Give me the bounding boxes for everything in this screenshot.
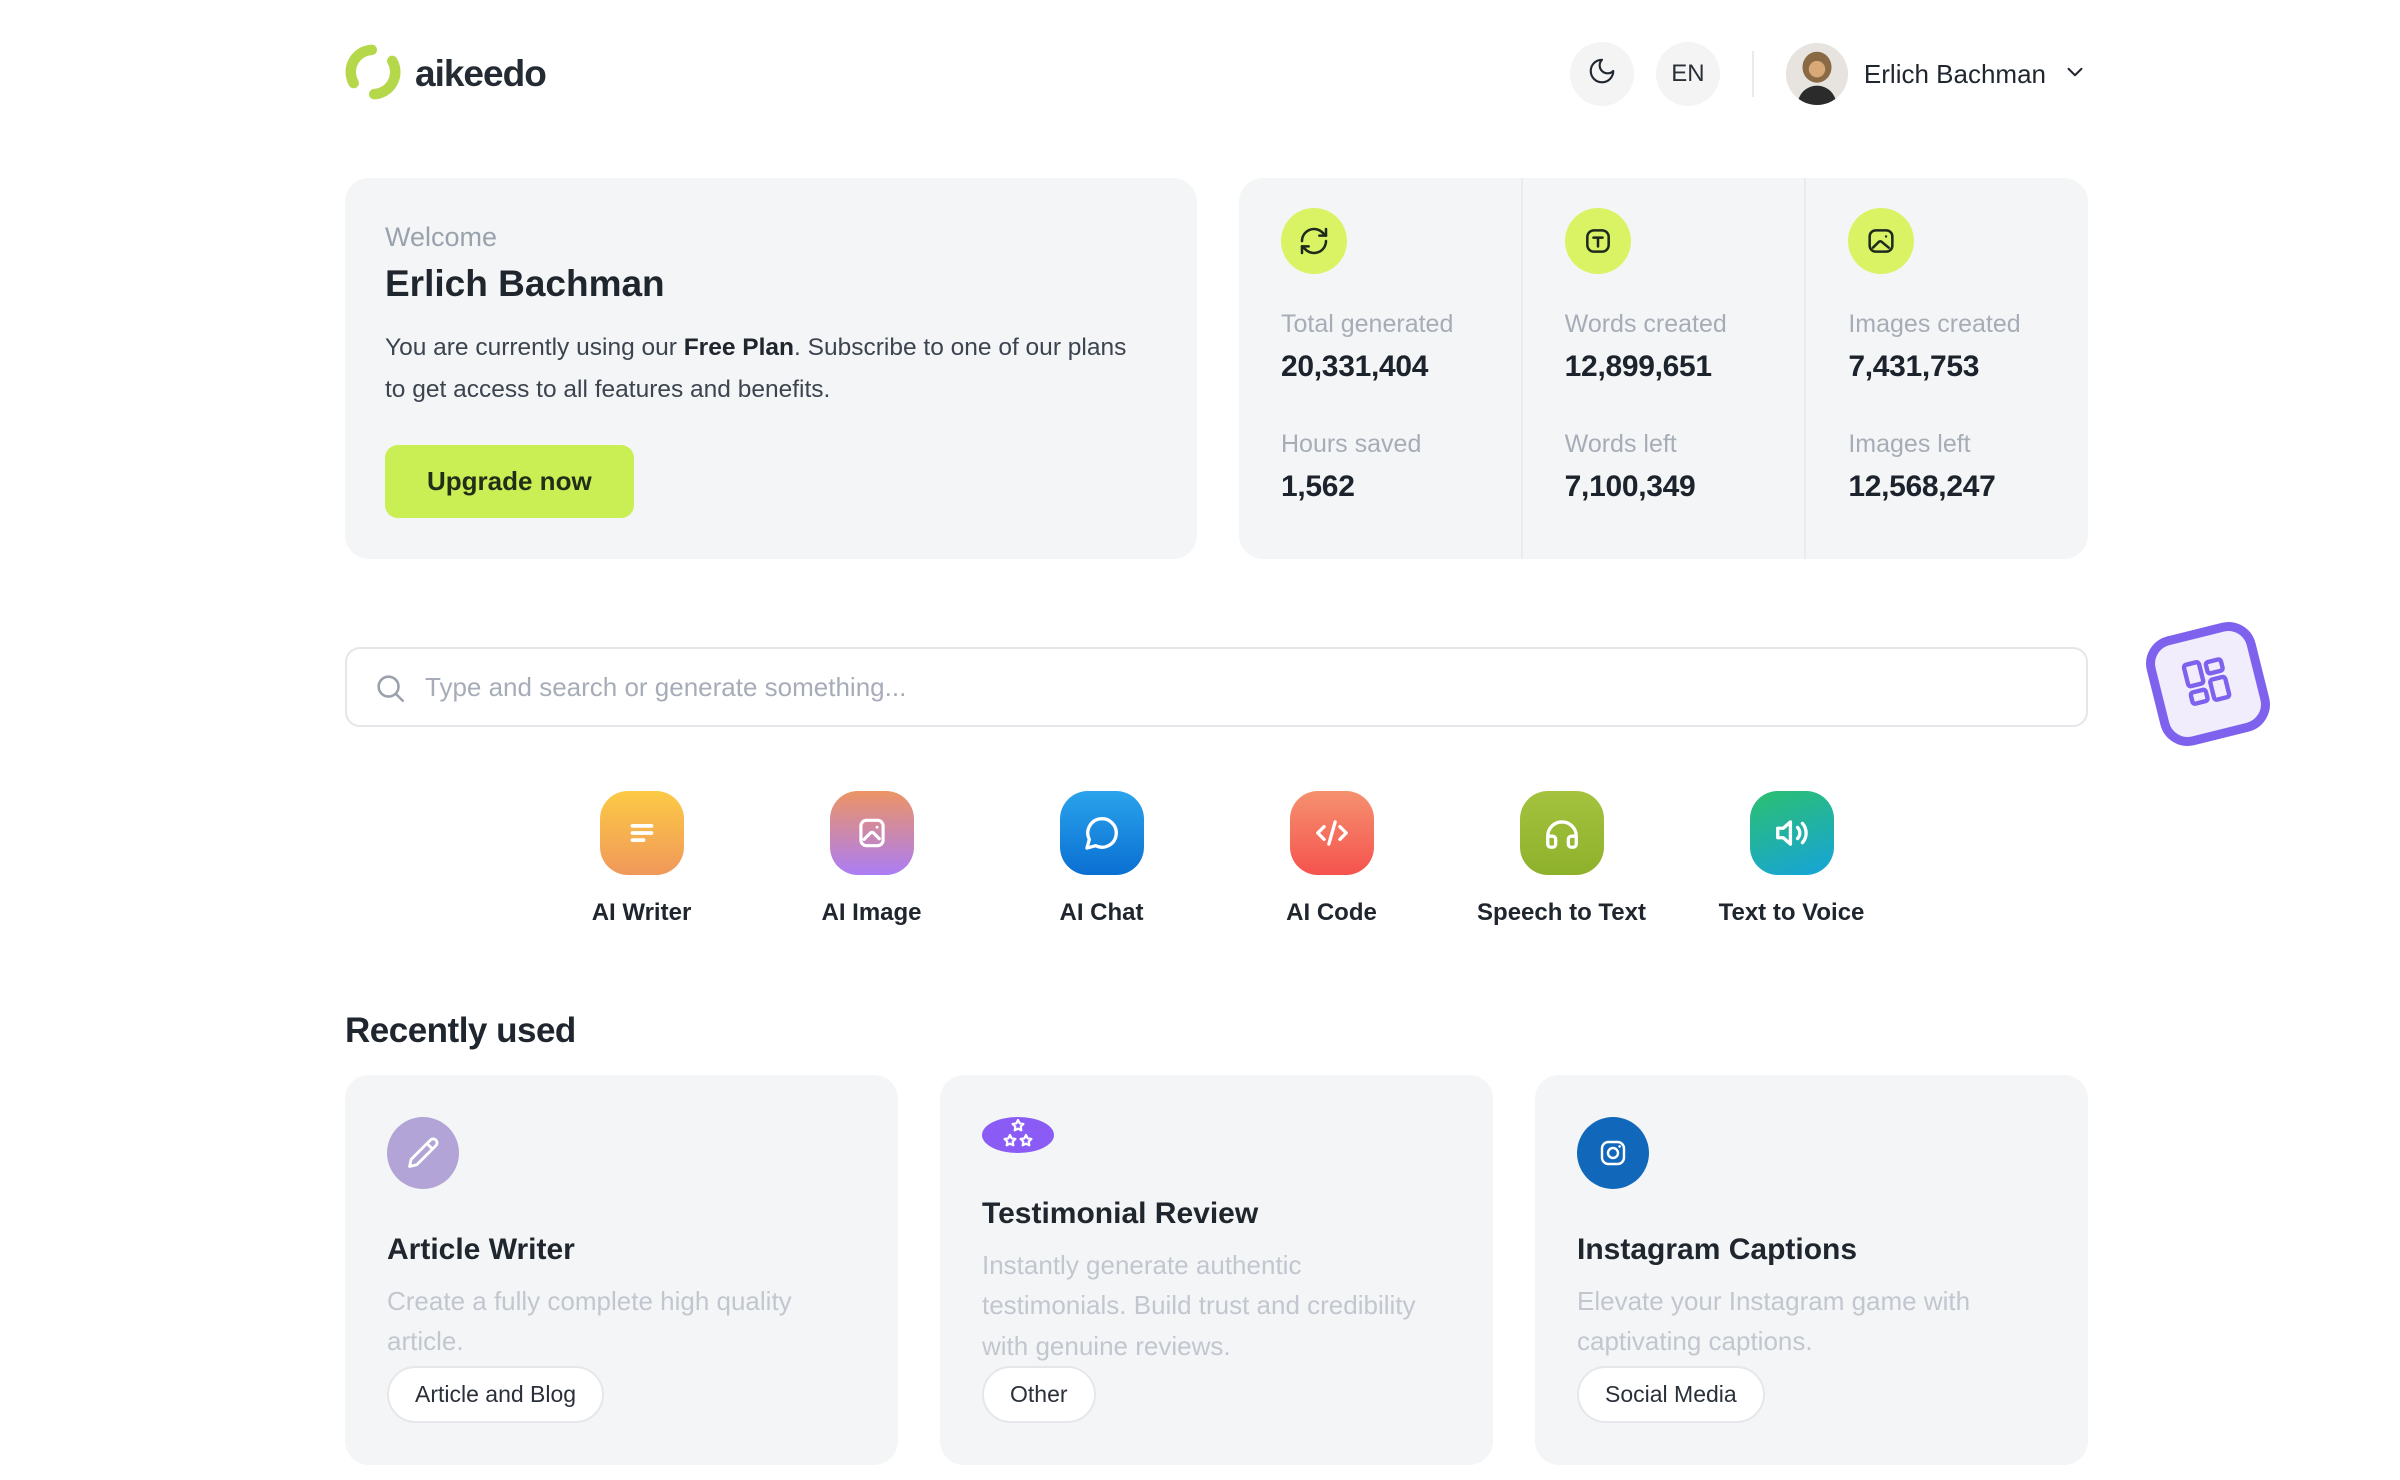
stat-value: 1,562 bbox=[1281, 470, 1355, 503]
stat-value: 20,331,404 bbox=[1281, 350, 1429, 383]
dark-mode-toggle[interactable] bbox=[1569, 42, 1634, 106]
overview-section: Welcome Erlich Bachman You are currently… bbox=[345, 178, 2088, 559]
welcome-card: Welcome Erlich Bachman You are currently… bbox=[345, 178, 1197, 559]
text-icon bbox=[1564, 208, 1631, 274]
stat-label: Words created bbox=[1564, 310, 1727, 338]
stat-value: 12,899,651 bbox=[1564, 350, 1712, 383]
top-bar: aikeedo EN bbox=[345, 0, 2088, 106]
image-icon bbox=[1848, 208, 1915, 274]
stat-value: 12,568,247 bbox=[1848, 470, 1996, 503]
welcome-eyebrow: Welcome bbox=[385, 222, 498, 252]
upgrade-button[interactable]: Upgrade now bbox=[385, 445, 634, 519]
tool-label: AI Code bbox=[1286, 899, 1377, 926]
language-button[interactable]: EN bbox=[1655, 42, 1720, 106]
stars-icon bbox=[982, 1117, 1054, 1154]
image-icon bbox=[829, 791, 914, 875]
stat-column-words: Words created 12,899,651 Words left 7,10… bbox=[1520, 178, 1805, 559]
recently-used-section: Article Writer Create a fully complete h… bbox=[345, 1075, 2088, 1465]
recent-card-description: Instantly generate authentic testimonial… bbox=[982, 1250, 1416, 1361]
code-icon bbox=[1289, 791, 1374, 875]
stat-label: Images left bbox=[1848, 430, 1971, 458]
tool-label: AI Chat bbox=[1059, 899, 1144, 926]
recent-card-title: Article Writer bbox=[387, 1233, 575, 1266]
category-tag[interactable]: Other bbox=[982, 1366, 1096, 1423]
stat-label: Words left bbox=[1564, 430, 1677, 458]
tool-label: Text to Voice bbox=[1718, 899, 1865, 926]
refresh-icon bbox=[1281, 208, 1347, 274]
writer-icon bbox=[599, 791, 684, 875]
brand-name: aikeedo bbox=[415, 53, 547, 94]
recent-card-title: Testimonial Review bbox=[982, 1197, 1259, 1231]
tool-ai-chat[interactable]: AI Chat bbox=[987, 791, 1217, 927]
user-name: Erlich Bachman bbox=[1863, 58, 2046, 89]
dashboard-grid-icon bbox=[2170, 644, 2246, 724]
stat-value: 7,431,753 bbox=[1848, 350, 1980, 383]
tool-speech-to-text[interactable]: Speech to Text bbox=[1447, 791, 1677, 927]
apps-widget-button[interactable] bbox=[2140, 616, 2276, 752]
tool-ai-writer[interactable]: AI Writer bbox=[527, 791, 757, 927]
recent-card-article-writer[interactable]: Article Writer Create a fully complete h… bbox=[345, 1075, 898, 1465]
tool-label: AI Writer bbox=[591, 899, 692, 926]
brand-logo[interactable]: aikeedo bbox=[345, 44, 547, 105]
recent-card-description: Create a fully complete high quality art… bbox=[387, 1286, 792, 1357]
recent-card-title: Instagram Captions bbox=[1577, 1233, 1858, 1266]
stat-column-images: Images created 7,431,753 Images left 12,… bbox=[1804, 178, 2088, 559]
header-controls: EN Erlich Bachman bbox=[1569, 42, 2088, 106]
tool-ai-image[interactable]: AI Image bbox=[757, 791, 987, 927]
pencil-icon bbox=[387, 1117, 459, 1189]
stat-label: Images created bbox=[1848, 310, 2021, 338]
instagram-icon bbox=[1577, 1117, 1649, 1189]
tools-row: AI Writer AI Image AI bbox=[345, 791, 2088, 927]
category-tag[interactable]: Social Media bbox=[1577, 1366, 1765, 1423]
header-divider bbox=[1751, 51, 1754, 97]
user-menu[interactable]: Erlich Bachman bbox=[1785, 43, 2088, 105]
search-bar bbox=[345, 647, 2088, 727]
search-input[interactable] bbox=[345, 647, 2088, 727]
moon-icon bbox=[1587, 56, 1617, 93]
headphones-icon bbox=[1519, 791, 1604, 875]
speaker-icon bbox=[1749, 791, 1834, 875]
usage-stats-card: Total generated 20,331,404 Hours saved 1… bbox=[1239, 178, 2088, 559]
search-icon bbox=[373, 671, 407, 710]
stat-label: Hours saved bbox=[1281, 430, 1422, 458]
chat-icon bbox=[1059, 791, 1144, 875]
stat-column-generated: Total generated 20,331,404 Hours saved 1… bbox=[1239, 178, 1521, 559]
chevron-down-icon bbox=[2062, 59, 2088, 90]
stat-value: 7,100,349 bbox=[1564, 470, 1696, 503]
welcome-user-name: Erlich Bachman bbox=[385, 263, 665, 304]
plan-message: You are currently using our Free Plan. S… bbox=[385, 334, 1127, 404]
recent-card-testimonial-review[interactable]: Testimonial Review Instantly generate au… bbox=[940, 1075, 1493, 1465]
tool-ai-code[interactable]: AI Code bbox=[1217, 791, 1447, 927]
recent-card-description: Elevate your Instagram game with captiva… bbox=[1577, 1286, 1971, 1357]
category-tag[interactable]: Article and Blog bbox=[387, 1366, 605, 1423]
stat-label: Total generated bbox=[1281, 310, 1454, 338]
tool-label: AI Image bbox=[821, 899, 922, 926]
tool-text-to-voice[interactable]: Text to Voice bbox=[1677, 791, 1907, 927]
avatar bbox=[1785, 43, 1848, 105]
tool-label: Speech to Text bbox=[1477, 899, 1646, 926]
aikeedo-logo-icon bbox=[345, 44, 401, 105]
recent-card-instagram-captions[interactable]: Instagram Captions Elevate your Instagra… bbox=[1535, 1075, 2088, 1465]
recently-used-heading: Recently used bbox=[345, 1011, 576, 1050]
plan-name: Free Plan bbox=[683, 334, 795, 361]
